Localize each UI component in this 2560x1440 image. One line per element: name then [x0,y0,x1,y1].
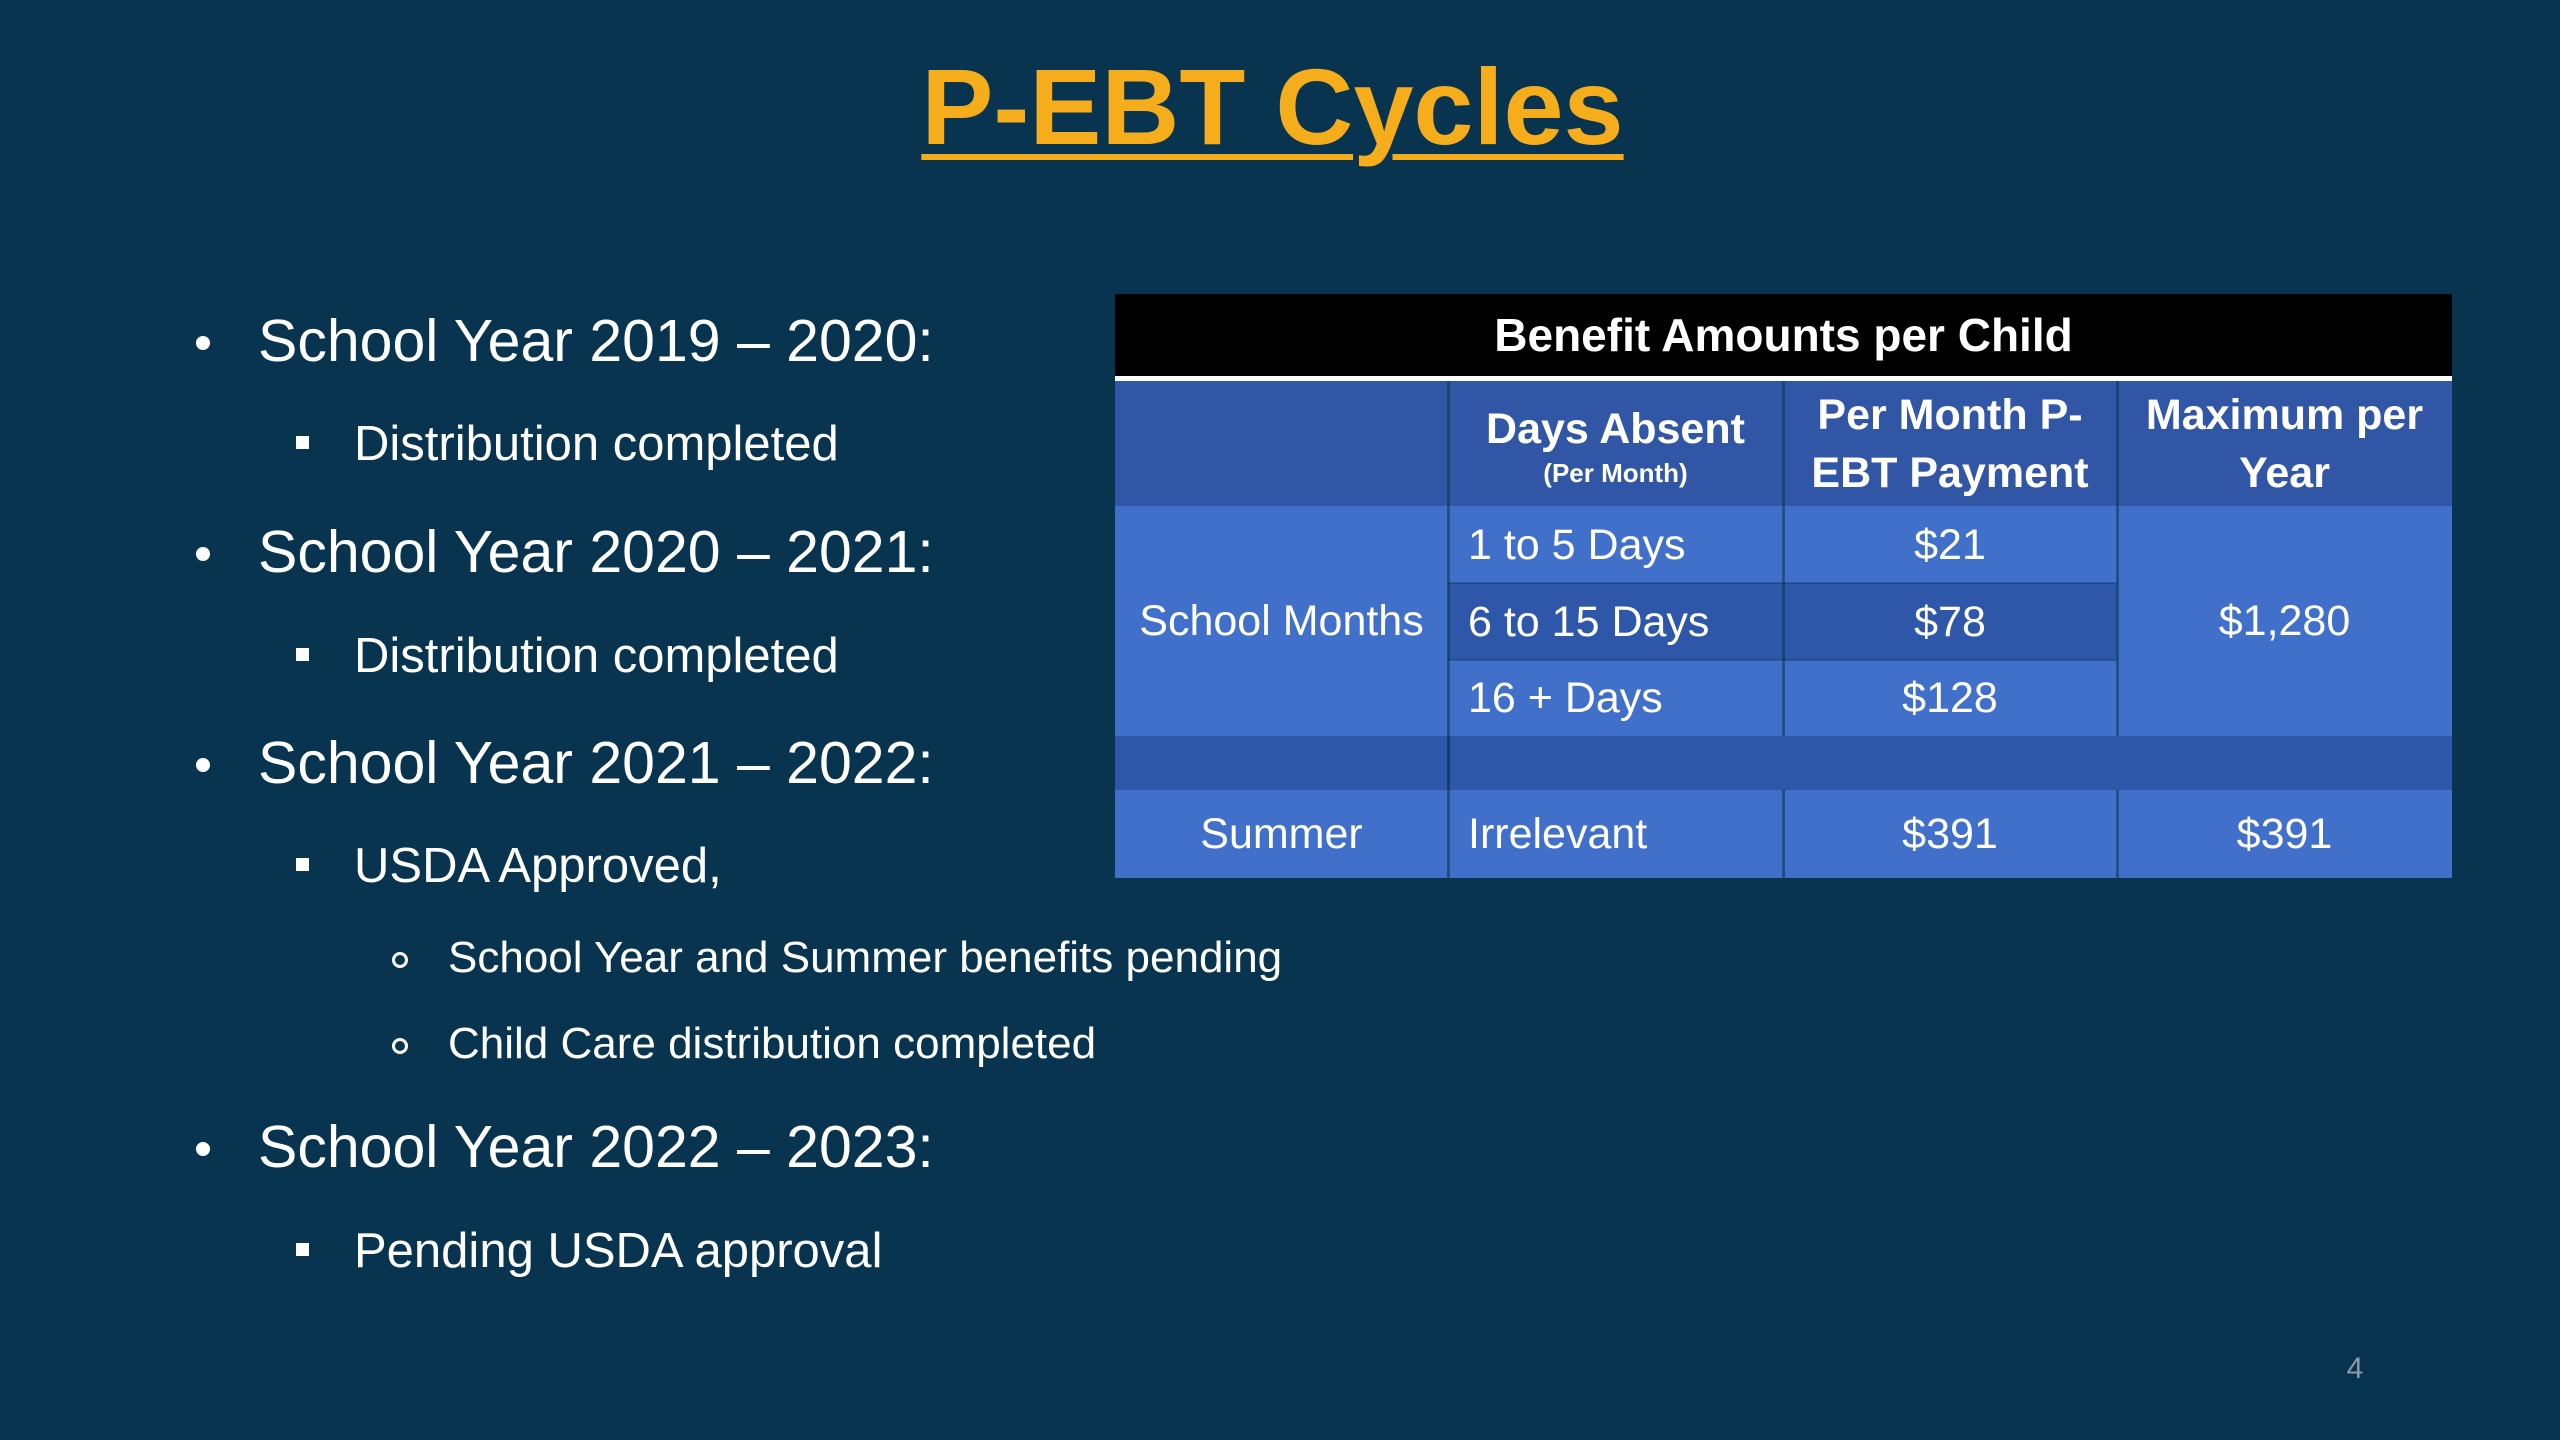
bullet-list: School Year 2019 – 2020: Distribution co… [196,308,1282,1278]
table-grid-line [1447,381,1450,878]
bullet-dot-icon [196,758,210,772]
table-cell-days: 6 to 15 Days [1448,583,1783,660]
table-grid-line [1782,790,1785,878]
table-grid-line [1448,659,2117,661]
header-days-absent: Days Absent (Per Month) [1448,381,1783,506]
table-grid-line [1447,736,1450,790]
school-months-label: School Months [1115,506,1448,736]
slide-title: P-EBT Cycles [921,46,1624,167]
summer-label: Summer [1115,790,1448,878]
summer-days: Irrelevant [1448,790,1783,878]
table-cell-payment: $78 [1783,583,2117,660]
bullet-circle-icon [392,952,408,968]
bullet-square-icon [296,436,309,449]
table-spacer-row [1115,736,2452,790]
table-cell-days: 1 to 5 Days [1448,506,1783,583]
bullet-square-icon [296,648,309,661]
summer-max: $391 [2117,790,2452,878]
table-grid-line [1782,381,1785,736]
summer-payment: $391 [1783,790,2117,878]
table-title: Benefit Amounts per Child [1115,294,2452,376]
bullet-dot-icon [196,547,210,561]
bullet-circle-icon [392,1038,408,1054]
bullet-square-icon [296,1243,309,1256]
table-cell-days: 16 + Days [1448,660,1783,736]
school-max-per-year: $1,280 [2117,506,2452,736]
bullet-dot-icon [196,1142,210,1156]
table-grid-line [2116,790,2119,878]
table-grid-line [2116,381,2119,736]
bullet-square-icon [296,858,309,871]
table-grid-line [1448,582,2117,584]
bullet-dot-icon [196,336,210,350]
benefit-table: Benefit Amounts per Child Days Absent (P… [1115,294,2452,878]
header-maximum-per-year: Maximum per Year [2117,381,2452,506]
header-per-month-payment: Per Month P- EBT Payment [1783,381,2117,506]
table-cell-payment: $21 [1783,506,2117,583]
page-number: 4 [2346,1352,2364,1385]
table-cell-payment: $128 [1783,660,2117,736]
header-empty-cell [1115,381,1448,506]
table-header-divider [1115,376,2452,381]
